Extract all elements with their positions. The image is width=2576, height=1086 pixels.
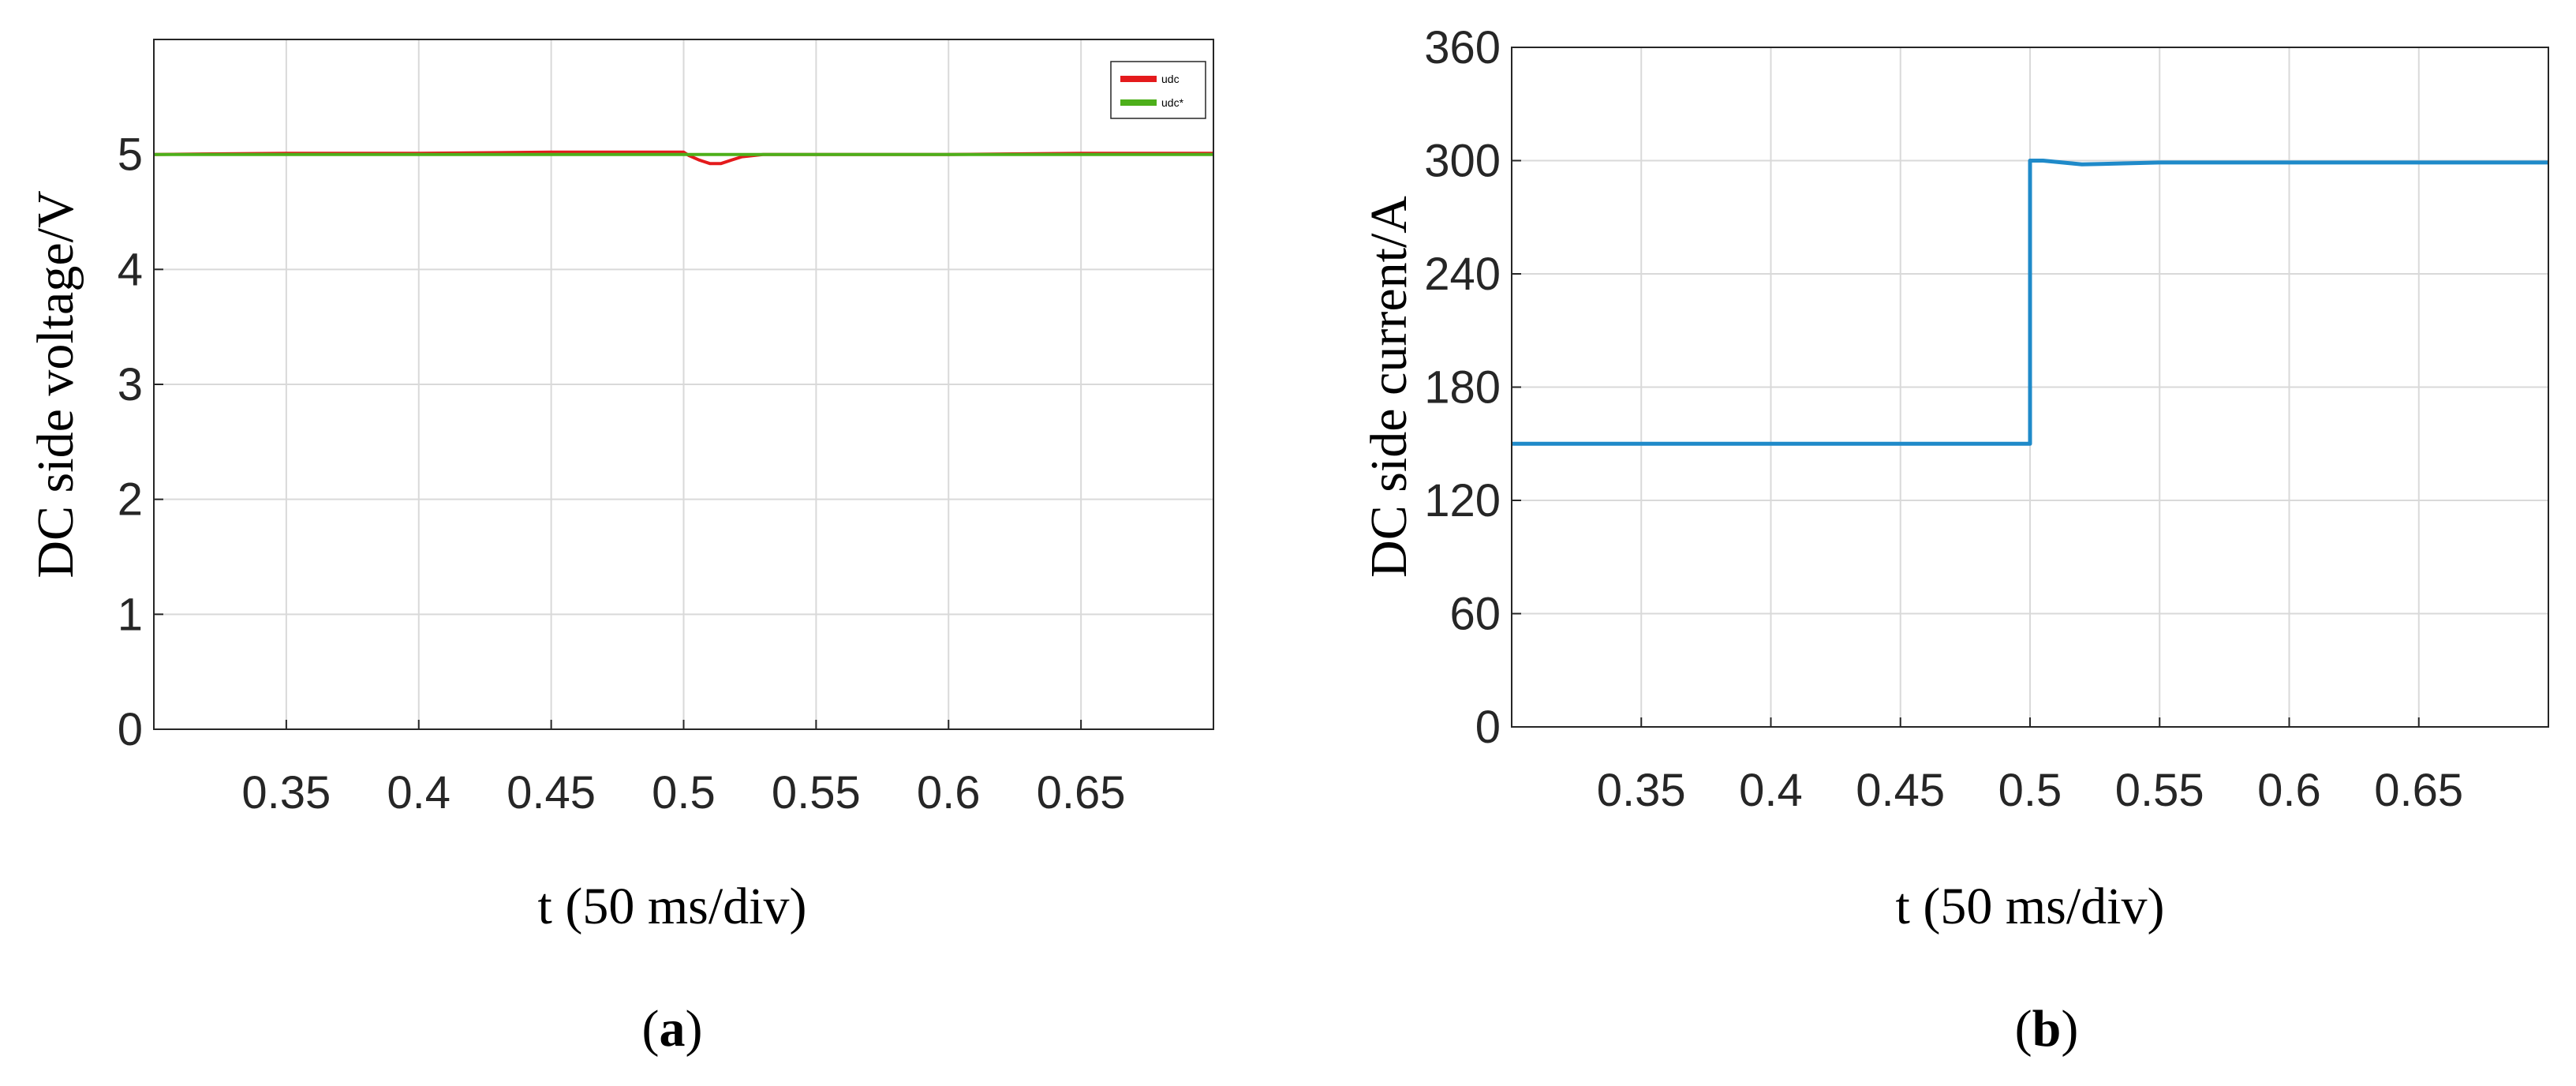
x-tick-labels: 0.35 0.4 0.45 0.5 0.55 0.6 0.65 — [1597, 765, 2463, 816]
x-tick-label: 0.35 — [241, 767, 331, 818]
x-tick-labels: 0.35 0.4 0.45 0.5 0.55 0.6 0.65 — [241, 767, 1125, 818]
x-tick-label: 0.5 — [652, 767, 716, 818]
x-tick-label: 0.45 — [1856, 765, 1945, 816]
series-group — [1512, 159, 2548, 446]
y-tick-label: 2 — [118, 474, 143, 526]
y-tick-label: 180 — [1424, 362, 1501, 414]
x-tick-label: 0.35 — [1597, 765, 1686, 816]
y-tick-label: 120 — [1424, 475, 1501, 526]
caption-a: (a) — [642, 1000, 703, 1058]
caption-a-letter: a — [660, 1000, 686, 1058]
legend: udc udc* — [1110, 61, 1206, 119]
x-tick-label: 0.65 — [2374, 765, 2463, 816]
y-tick-label: 240 — [1424, 249, 1501, 300]
y-axis-label: DC side voltage/V — [27, 190, 84, 578]
chart-panel-a: 0.35 0.4 0.45 0.5 0.55 0.6 0.65 0 1 2 3 4 5 udc udc*… — [27, 39, 1214, 935]
series-group — [153, 150, 1213, 166]
y-tick-label: 4 — [118, 244, 143, 295]
x-tick-label: 0.6 — [917, 767, 981, 818]
legend-box — [1110, 61, 1206, 119]
y-tick-label: 0 — [1475, 702, 1501, 753]
y-tick-label: 360 — [1424, 22, 1501, 73]
x-tick-label: 0.4 — [1739, 765, 1803, 816]
x-axis-label: t (50 ms/div) — [538, 878, 807, 935]
x-tick-label: 0.55 — [2115, 765, 2204, 816]
x-tick-label: 0.65 — [1037, 767, 1126, 818]
x-axis-label: t (50 ms/div) — [1896, 878, 2165, 935]
y-tick-labels: 0 1 2 3 4 5 — [118, 129, 143, 755]
x-tick-label: 0.4 — [387, 767, 451, 818]
legend-entry-label: udc* — [1161, 96, 1184, 109]
y-tick-label: 0 — [118, 704, 143, 755]
y-axis-label: DC side current/A — [1360, 196, 1418, 578]
series-line — [1512, 159, 2548, 446]
x-tick-label: 0.5 — [1998, 765, 2062, 816]
y-tick-labels: 0 60 120 180 240 300 360 — [1424, 22, 1501, 753]
y-tick-label: 300 — [1424, 136, 1501, 187]
plot-border — [153, 39, 1214, 730]
chart-panel-b: 0.35 0.4 0.45 0.5 0.55 0.6 0.65 0 60 120 180 240 30… — [1360, 22, 2549, 935]
y-tick-label: 60 — [1449, 589, 1501, 640]
x-tick-label: 0.45 — [507, 767, 596, 818]
legend-entry-label: udc — [1161, 73, 1180, 85]
y-tick-label: 3 — [118, 359, 143, 410]
y-tick-label: 1 — [118, 589, 143, 640]
x-tick-label: 0.55 — [772, 767, 861, 818]
plot-border — [1511, 47, 2549, 728]
x-tick-label: 0.6 — [2257, 765, 2321, 816]
y-tick-label: 5 — [118, 129, 143, 181]
caption-b-letter: b — [2032, 1000, 2062, 1058]
caption-b: (b) — [2015, 1000, 2079, 1058]
